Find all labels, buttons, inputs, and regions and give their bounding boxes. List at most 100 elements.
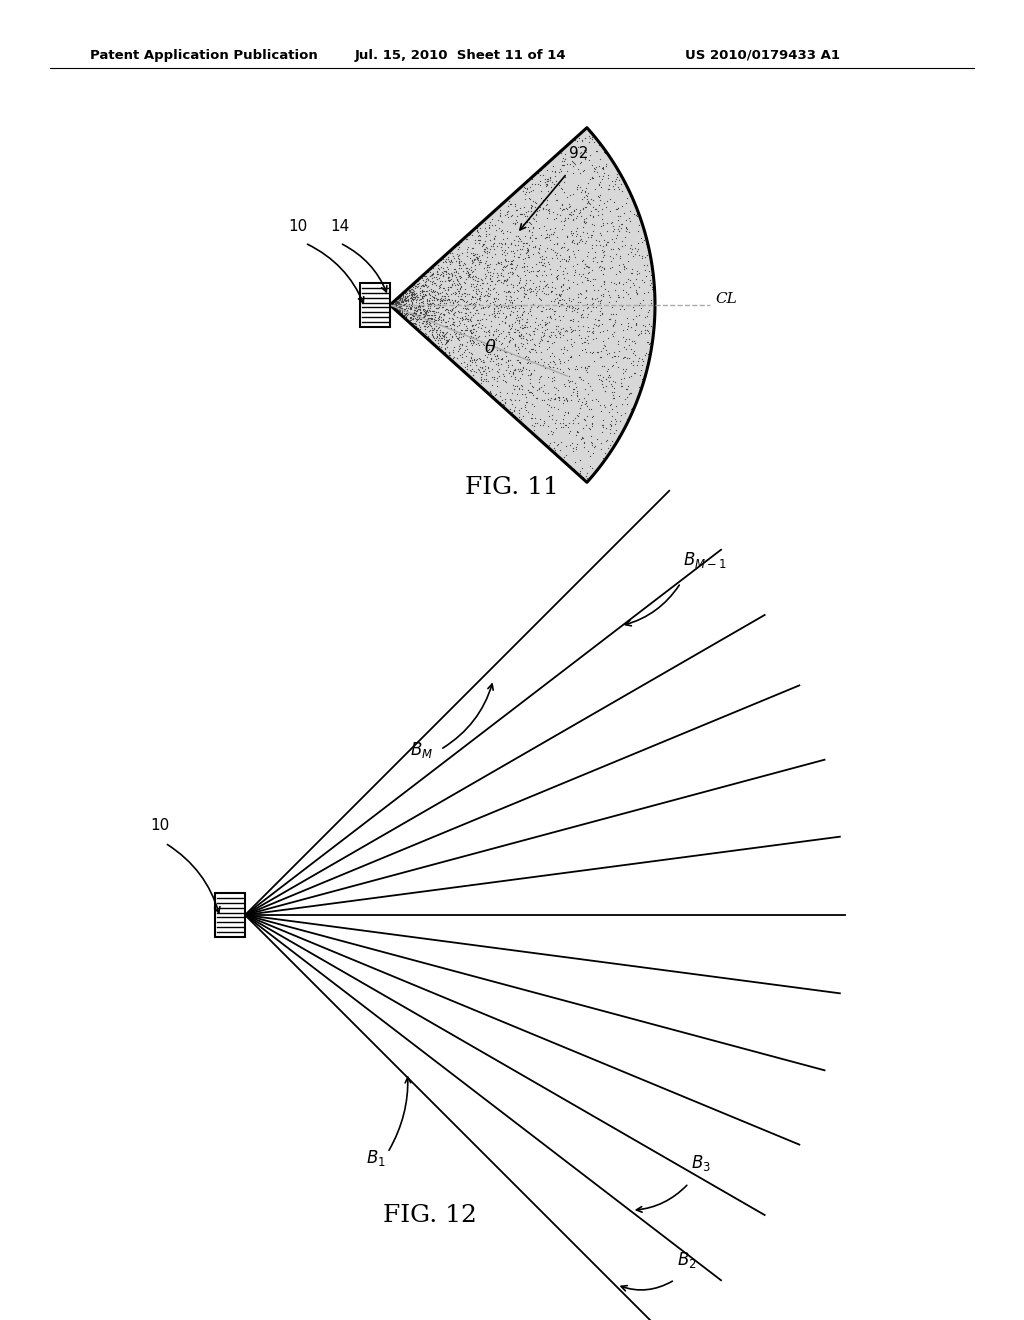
Point [464,224,480,246]
Point [452,255,468,276]
Point [553,238,569,259]
Point [394,288,411,309]
Point [551,284,567,305]
Point [551,143,567,164]
Point [501,315,517,337]
Point [424,322,440,343]
Point [408,286,424,308]
Point [514,236,530,257]
Point [610,286,627,308]
Point [542,230,558,251]
Point [446,301,463,322]
Point [389,290,406,312]
Point [530,239,547,260]
Point [516,187,532,209]
Point [407,306,423,327]
Point [439,257,456,279]
Point [523,198,540,219]
Point [479,282,496,304]
Point [501,330,517,351]
Point [484,367,501,388]
Point [583,189,599,210]
Point [510,360,526,381]
Point [622,201,638,222]
Point [401,280,418,301]
Point [415,300,431,321]
Point [392,294,409,315]
Point [397,286,414,308]
Point [471,313,487,334]
Point [522,342,539,363]
Point [392,293,409,314]
Point [482,293,499,314]
Point [641,322,657,343]
Point [602,413,618,434]
Point [423,308,439,329]
Point [610,177,627,198]
Point [475,351,492,372]
Point [411,306,427,327]
Point [476,351,493,372]
Point [502,253,518,275]
Point [509,280,525,301]
Point [403,286,420,308]
Point [419,312,435,333]
Point [406,286,422,308]
Point [557,376,573,397]
Point [492,202,508,223]
Point [508,308,524,329]
Point [390,292,407,313]
Point [610,260,627,281]
Point [614,393,631,414]
Point [528,201,545,222]
Point [418,301,434,322]
Point [603,374,620,395]
Point [473,268,489,289]
Point [508,339,524,360]
Point [559,226,575,247]
Point [465,330,481,351]
Point [435,292,452,313]
Point [450,271,466,292]
Point [398,305,415,326]
Point [391,298,408,319]
Point [431,294,447,315]
Point [556,150,572,172]
Point [457,227,473,248]
Point [446,321,463,342]
Point [607,312,624,333]
Point [556,172,572,193]
Point [445,261,462,282]
Point [497,234,513,255]
Point [592,300,608,321]
Point [523,329,540,350]
Point [535,389,551,411]
Point [536,277,552,298]
Point [592,222,608,243]
Point [550,399,566,420]
Point [600,342,616,363]
Point [438,282,455,304]
Point [512,279,528,300]
Point [525,180,542,201]
Point [556,214,572,235]
Point [552,158,568,180]
Point [475,331,492,352]
Point [439,289,456,310]
Point [545,350,561,371]
Point [428,327,444,348]
Point [560,401,577,422]
Point [419,276,435,297]
Point [501,281,517,302]
Point [439,330,456,351]
Point [504,401,520,422]
Point [592,395,608,416]
Point [616,360,633,381]
Point [494,389,510,411]
Point [636,228,652,249]
Point [475,234,492,255]
Point [430,308,446,329]
Point [489,370,506,391]
Point [602,395,618,416]
Point [432,275,449,296]
